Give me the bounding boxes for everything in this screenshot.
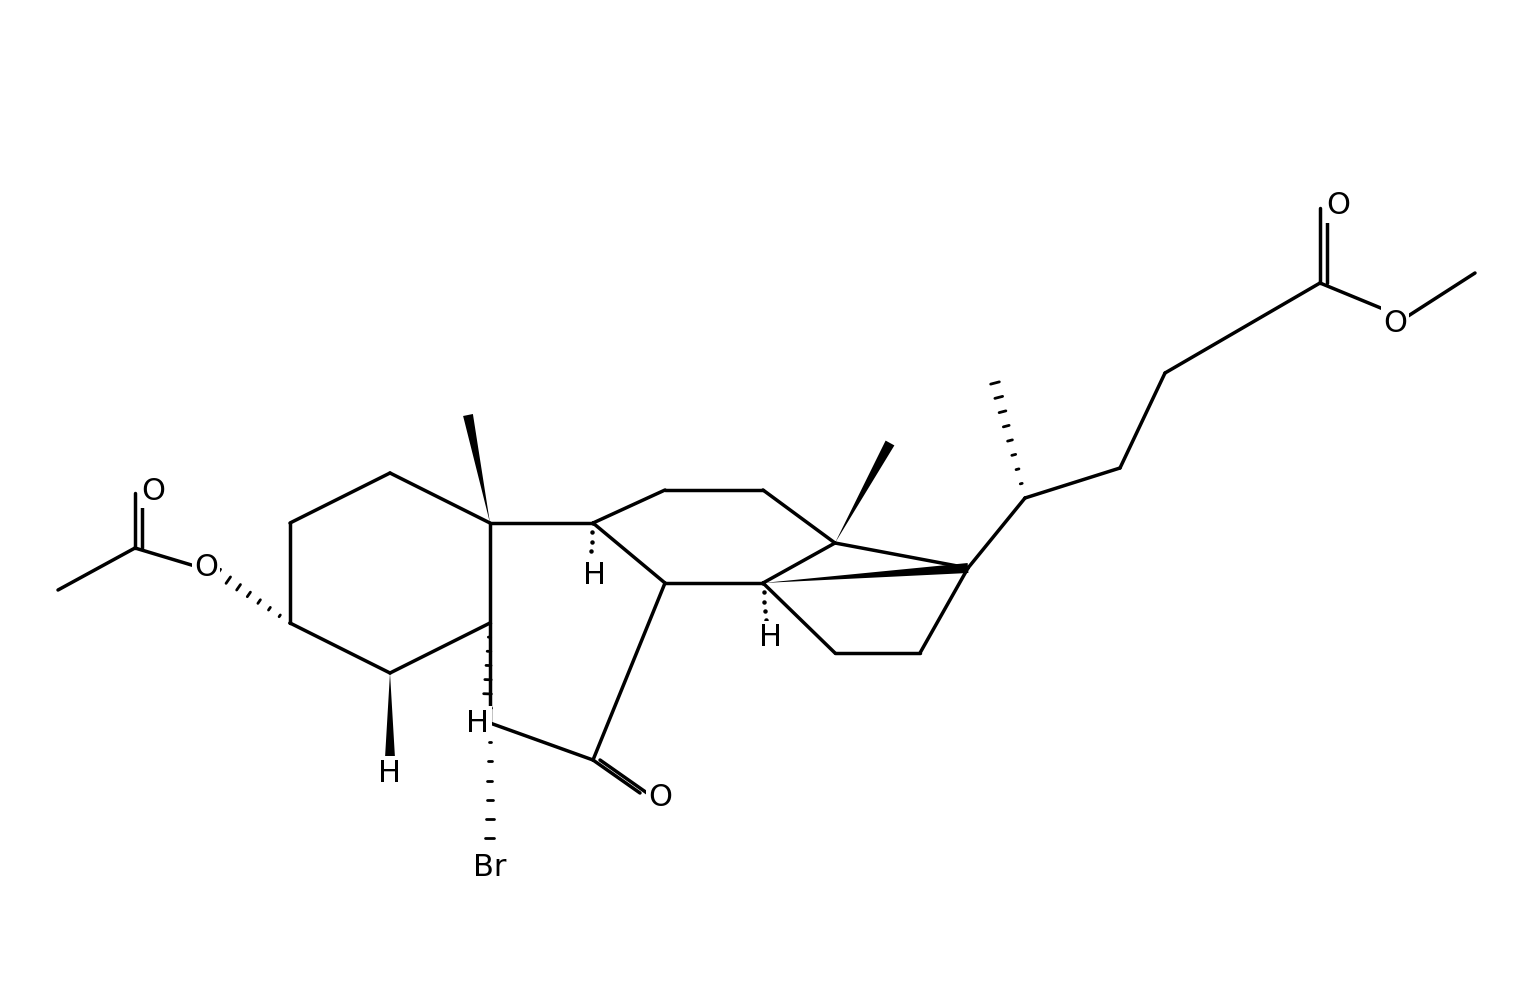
Polygon shape (763, 563, 968, 583)
Text: Br: Br (473, 853, 506, 882)
Text: H: H (467, 708, 490, 737)
Text: O: O (1383, 309, 1408, 338)
Text: O: O (194, 553, 217, 582)
Text: O: O (1327, 192, 1349, 221)
Polygon shape (464, 414, 490, 523)
Text: O: O (649, 783, 672, 812)
Polygon shape (835, 441, 895, 543)
Text: H: H (583, 560, 606, 589)
Polygon shape (386, 673, 395, 758)
Text: O: O (141, 477, 165, 505)
Text: H: H (378, 758, 401, 787)
Text: H: H (759, 623, 782, 652)
